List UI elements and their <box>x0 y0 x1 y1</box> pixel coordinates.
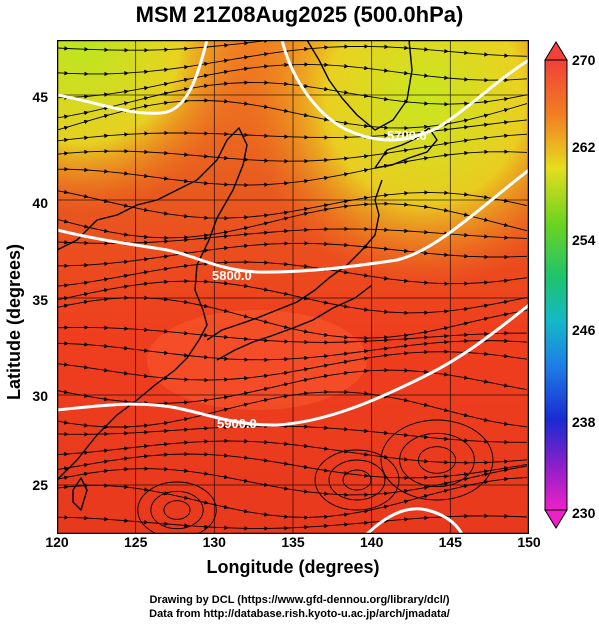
colorbar-tick: 262 <box>572 139 596 155</box>
height-contours <box>57 40 529 534</box>
y-tick: 30 <box>32 388 48 404</box>
circulation-loop <box>137 481 217 534</box>
contour-label-5900: 5900.0 <box>217 416 257 431</box>
circulation-loop <box>380 419 494 501</box>
map-plot: 5800.0 5900.0 5700.0 <box>57 40 529 534</box>
circulation-loop <box>150 490 204 530</box>
x-tick: 145 <box>438 534 462 550</box>
map-title: MSM 21Z08Aug2025 (500.0hPa) <box>135 2 464 27</box>
circulation-loop <box>399 432 475 488</box>
x-tick: 130 <box>202 534 226 550</box>
plot-frame <box>57 40 529 534</box>
contour-5800 <box>57 168 529 274</box>
circulation-loop <box>342 469 372 491</box>
credit-drawing: Drawing by DCL (https://www.gfd-dennou.o… <box>149 594 450 606</box>
colorbar-bottom-triangle <box>544 509 568 529</box>
colorbar-tick: 254 <box>572 232 596 248</box>
colorbar <box>544 41 568 529</box>
y-tick: 45 <box>32 89 48 105</box>
contour-labels: 5800.0 5900.0 5700.0 <box>212 128 427 431</box>
y-tick: 25 <box>32 477 48 493</box>
contour-label-5800: 5800.0 <box>212 268 252 283</box>
x-tick: 150 <box>517 534 541 550</box>
circulation-loop <box>314 449 400 511</box>
x-tick: 135 <box>281 534 305 550</box>
streamline <box>57 149 528 188</box>
colorbar-tick: 238 <box>572 414 596 430</box>
contour-5700-east <box>280 40 529 142</box>
y-tick: 40 <box>32 195 48 211</box>
x-tick: 140 <box>360 534 384 550</box>
colorbar-tick: 270 <box>572 52 596 68</box>
y-tick: 35 <box>32 292 48 308</box>
circulation-loop <box>417 446 457 474</box>
contour-label-5700: 5700.0 <box>387 128 427 143</box>
x-tick: 120 <box>45 534 69 550</box>
y-axis-label: Latitude (degrees) <box>4 243 24 400</box>
colorbar-ramp <box>544 59 568 511</box>
credit-data: Data from http://database.rish.kyoto-u.a… <box>149 608 450 620</box>
contour-5900 <box>57 303 529 427</box>
contour-5700-west <box>57 40 209 115</box>
x-tick: 125 <box>124 534 148 550</box>
circulation-loop <box>163 500 191 520</box>
x-axis-label: Longitude (degrees) <box>206 557 380 577</box>
circulation-loop <box>328 459 386 501</box>
colorbar-tick: 230 <box>572 505 596 521</box>
colorbar-top-triangle <box>544 41 568 61</box>
colorbar-tick: 246 <box>572 322 596 338</box>
contour-5900-south <box>365 507 464 534</box>
